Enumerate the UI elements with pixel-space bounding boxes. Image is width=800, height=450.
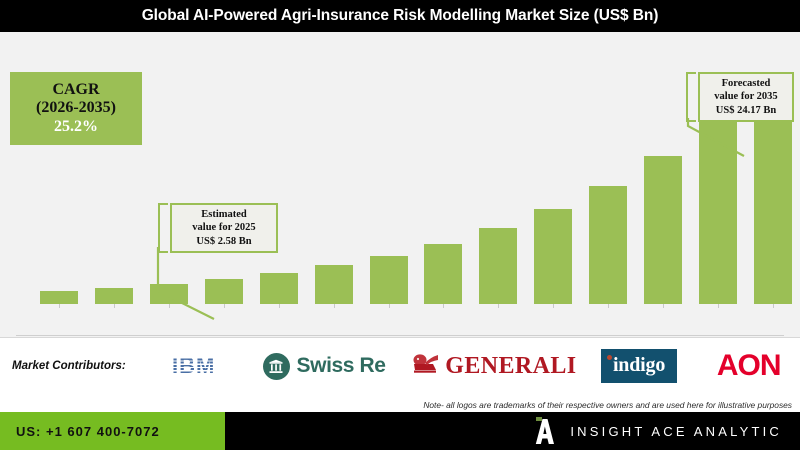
x-axis-line	[16, 335, 784, 336]
footer-phone-block[interactable]: US: +1 607 400-7072	[0, 412, 225, 450]
bar-2025[interactable]	[204, 279, 243, 304]
callout-estimated-line2: value for 2025	[192, 222, 256, 234]
bar-slot	[471, 32, 525, 308]
bar-2022[interactable]	[40, 291, 78, 304]
footer-brand-block: INSIGHT ACE ANALYTIC	[534, 412, 782, 450]
axis-tick	[333, 304, 335, 308]
bar-slot	[142, 32, 196, 308]
aon-logo-text: AON	[716, 349, 782, 382]
swiss-re-emblem-icon	[262, 352, 290, 380]
contributors-row: Market Contributors: IBM	[0, 344, 800, 388]
callout-estimated-line1: Estimated	[201, 208, 247, 220]
callout-bracket-2025	[158, 203, 168, 253]
bar-slot	[581, 32, 635, 308]
bar-2033[interactable]	[644, 155, 683, 304]
axis-tick	[388, 304, 390, 308]
indigo-dot-icon	[606, 355, 612, 360]
axis-tick	[278, 304, 280, 308]
axis-tick	[168, 304, 170, 308]
bar-slot	[32, 32, 86, 308]
axis-tick	[498, 304, 500, 308]
cagr-period: (2026-2035)	[36, 99, 116, 117]
callout-forecasted-2035: Forecasted value for 2035 US$ 24.17 Bn	[698, 72, 794, 122]
callout-bracket-2035	[686, 72, 696, 122]
footer-brand-name: INSIGHT ACE ANALYTIC	[570, 423, 782, 439]
market-contributors-strip: Market Contributors: IBM	[0, 337, 800, 412]
bar-2026[interactable]	[259, 273, 298, 304]
plot-region	[16, 32, 792, 308]
bar-2032[interactable]	[589, 185, 628, 304]
footer-bar: US: +1 607 400-7072 INSIGHT ACE ANALYTIC	[0, 412, 800, 450]
bar-2024[interactable]	[149, 284, 188, 304]
cagr-label: CAGR	[52, 81, 100, 99]
axis-tick	[718, 304, 720, 308]
swiss-re-logo: Swiss Re	[241, 345, 407, 387]
footer-phone-text: US: +1 607 400-7072	[16, 423, 160, 439]
chart-area: 2022 (A)2023 (A)2024 (A)2025 (E)2026 (F)…	[0, 32, 800, 354]
indigo-logo: indigo	[581, 345, 698, 387]
page-title: Global AI-Powered Agri-Insurance Risk Mo…	[141, 7, 659, 24]
bar-2031[interactable]	[534, 209, 573, 304]
generali-logo: GENERALI	[407, 345, 581, 387]
bar-2029[interactable]	[424, 243, 463, 304]
bar-series	[32, 32, 800, 308]
callout-connector-2035	[686, 118, 745, 157]
callout-forecasted-line3: US$ 24.17 Bn	[715, 104, 777, 116]
bar-slot	[362, 32, 416, 308]
aon-logo: AON	[697, 345, 800, 387]
generali-lion-icon	[411, 351, 441, 382]
insight-ace-a-logo-icon	[534, 417, 556, 444]
axis-tick	[772, 304, 774, 308]
axis-tick	[443, 304, 445, 308]
bar-slot	[197, 32, 251, 308]
bar-2030[interactable]	[479, 228, 518, 304]
bar-2023[interactable]	[94, 288, 133, 304]
bar-slot	[691, 32, 745, 308]
bar-2028[interactable]	[369, 255, 408, 304]
logo-disclaimer-note: Note- all logos are trademarks of their …	[423, 400, 792, 410]
callout-forecasted-line1: Forecasted	[721, 77, 771, 89]
callout-estimated-2025: Estimated value for 2025 US$ 2.58 Bn	[170, 203, 278, 253]
bar-slot	[307, 32, 361, 308]
bar-slot	[416, 32, 470, 308]
axis-tick	[113, 304, 115, 308]
callout-estimated-line3: US$ 2.58 Bn	[196, 235, 252, 247]
callout-connector-2025	[156, 247, 215, 320]
bar-2034[interactable]	[699, 119, 738, 304]
cagr-value: 25.2%	[54, 117, 98, 135]
bar-slot	[526, 32, 580, 308]
axis-tick	[553, 304, 555, 308]
axis-tick	[223, 304, 225, 308]
cagr-badge: CAGR (2026-2035) 25.2%	[10, 72, 142, 145]
bar-2027[interactable]	[314, 265, 353, 304]
contributors-label: Market Contributors:	[12, 360, 126, 372]
swiss-re-logo-text: Swiss Re	[296, 354, 386, 377]
axis-tick	[663, 304, 665, 308]
bar-slot	[252, 32, 306, 308]
callout-forecasted-line2: value for 2035	[714, 91, 778, 103]
ibm-logo-text: IBM	[172, 353, 216, 378]
title-bar: Global AI-Powered Agri-Insurance Risk Mo…	[0, 0, 800, 32]
axis-tick	[608, 304, 610, 308]
indigo-logo-text: indigo	[606, 354, 665, 377]
axis-tick	[59, 304, 60, 308]
bar-slot	[636, 32, 690, 308]
bar-slot	[87, 32, 141, 308]
generali-logo-text: GENERALI	[445, 352, 577, 379]
ibm-logo: IBM	[146, 345, 241, 387]
